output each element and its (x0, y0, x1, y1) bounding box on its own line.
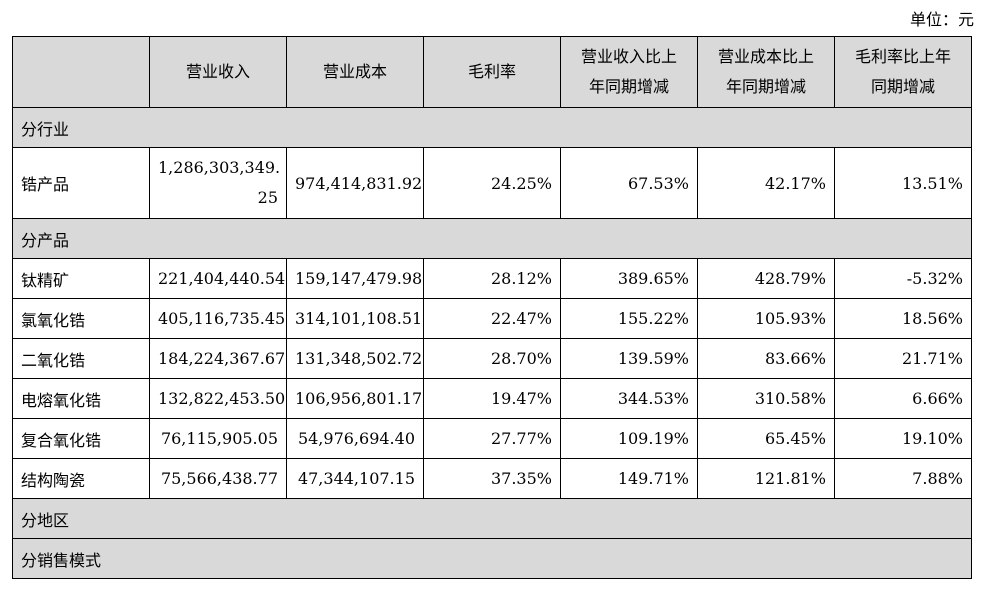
row-cost: 54,976,694.40 (286, 418, 424, 459)
row-revenue: 184,224,367.67 (149, 338, 287, 379)
row-name: 氯氧化锆 (12, 298, 150, 339)
row-name: 二氧化锆 (12, 338, 150, 379)
row-margin-change: -5.32% (834, 258, 972, 299)
row-revenue-change: 139.59% (560, 338, 698, 379)
row-name: 电熔氧化锆 (12, 378, 150, 419)
row-name: 锆产品 (12, 147, 150, 219)
row-margin-change: 18.56% (834, 298, 972, 339)
row-revenue: 405,116,735.45 (149, 298, 287, 339)
section-row-sales-model: 分销售模式 (12, 538, 972, 579)
header-cost-change: 营业成本比上 年同期增减 (697, 36, 835, 108)
row-revenue-change: 344.53% (560, 378, 698, 419)
table-header-row: 营业收入 营业成本 毛利率 营业收入比上 年同期增减 营业成本比上 年同期增减 毛利… (12, 36, 972, 108)
row-cost-change: 428.79% (697, 258, 835, 299)
row-name: 结构陶瓷 (12, 458, 150, 499)
table-row: 锆产品 1,286,303,349. 25 974,414,831.92 24.2… (12, 147, 972, 219)
section-label: 分地区 (12, 498, 972, 539)
row-margin-change: 19.10% (834, 418, 972, 459)
row-name: 钛精矿 (12, 258, 150, 299)
section-label: 分产品 (12, 218, 972, 259)
row-revenue: 1,286,303,349. 25 (149, 147, 287, 219)
header-margin: 毛利率 (423, 36, 561, 108)
row-margin: 27.77% (423, 418, 561, 459)
section-row-region: 分地区 (12, 498, 972, 539)
row-margin: 19.47% (423, 378, 561, 419)
row-revenue: 221,404,440.54 (149, 258, 287, 299)
row-margin-change: 21.71% (834, 338, 972, 379)
section-label: 分销售模式 (12, 538, 972, 579)
row-revenue-change: 155.22% (560, 298, 698, 339)
row-cost: 159,147,479.98 (286, 258, 424, 299)
table-row: 电熔氧化锆 132,822,453.50 106,956,801.17 19.4… (12, 378, 972, 419)
row-margin-change: 6.66% (834, 378, 972, 419)
table-row: 二氧化锆 184,224,367.67 131,348,502.72 28.70… (12, 338, 972, 379)
row-cost-change: 105.93% (697, 298, 835, 339)
row-margin: 28.12% (423, 258, 561, 299)
header-margin-change: 毛利率比上年 同期增减 (834, 36, 972, 108)
row-margin: 24.25% (423, 147, 561, 219)
row-revenue-change: 389.65% (560, 258, 698, 299)
table-row: 复合氧化锆 76,115,905.05 54,976,694.40 27.77%… (12, 418, 972, 459)
row-cost-change: 121.81% (697, 458, 835, 499)
row-margin-change: 7.88% (834, 458, 972, 499)
row-margin-change: 13.51% (834, 147, 972, 219)
row-revenue: 132,822,453.50 (149, 378, 287, 419)
row-revenue-change: 109.19% (560, 418, 698, 459)
row-cost-change: 83.66% (697, 338, 835, 379)
row-revenue-change: 67.53% (560, 147, 698, 219)
unit-label: 单位：元 (909, 10, 974, 29)
financial-table: 营业收入 营业成本 毛利率 营业收入比上 年同期增减 营业成本比上 年同期增减 毛利… (12, 36, 972, 579)
section-row-product: 分产品 (12, 218, 972, 259)
row-revenue: 75,566,438.77 (149, 458, 287, 499)
table-row: 钛精矿 221,404,440.54 159,147,479.98 28.12%… (12, 258, 972, 299)
row-cost: 106,956,801.17 (286, 378, 424, 419)
row-cost-change: 310.58% (697, 378, 835, 419)
table-row: 氯氧化锆 405,116,735.45 314,101,108.51 22.47… (12, 298, 972, 339)
row-cost: 131,348,502.72 (286, 338, 424, 379)
row-cost: 314,101,108.51 (286, 298, 424, 339)
row-margin: 28.70% (423, 338, 561, 379)
header-revenue-change: 营业收入比上 年同期增减 (560, 36, 698, 108)
row-name: 复合氧化锆 (12, 418, 150, 459)
header-cost: 营业成本 (286, 36, 424, 108)
table-row: 结构陶瓷 75,566,438.77 47,344,107.15 37.35% … (12, 458, 972, 499)
row-cost-change: 42.17% (697, 147, 835, 219)
row-margin: 22.47% (423, 298, 561, 339)
row-cost: 974,414,831.92 (286, 147, 424, 219)
row-margin: 37.35% (423, 458, 561, 499)
row-revenue: 76,115,905.05 (149, 418, 287, 459)
header-revenue: 营业收入 (149, 36, 287, 108)
row-cost: 47,344,107.15 (286, 458, 424, 499)
header-blank (12, 36, 150, 108)
section-row-industry: 分行业 (12, 107, 972, 148)
row-revenue-change: 149.71% (560, 458, 698, 499)
row-cost-change: 65.45% (697, 418, 835, 459)
section-label: 分行业 (12, 107, 972, 148)
